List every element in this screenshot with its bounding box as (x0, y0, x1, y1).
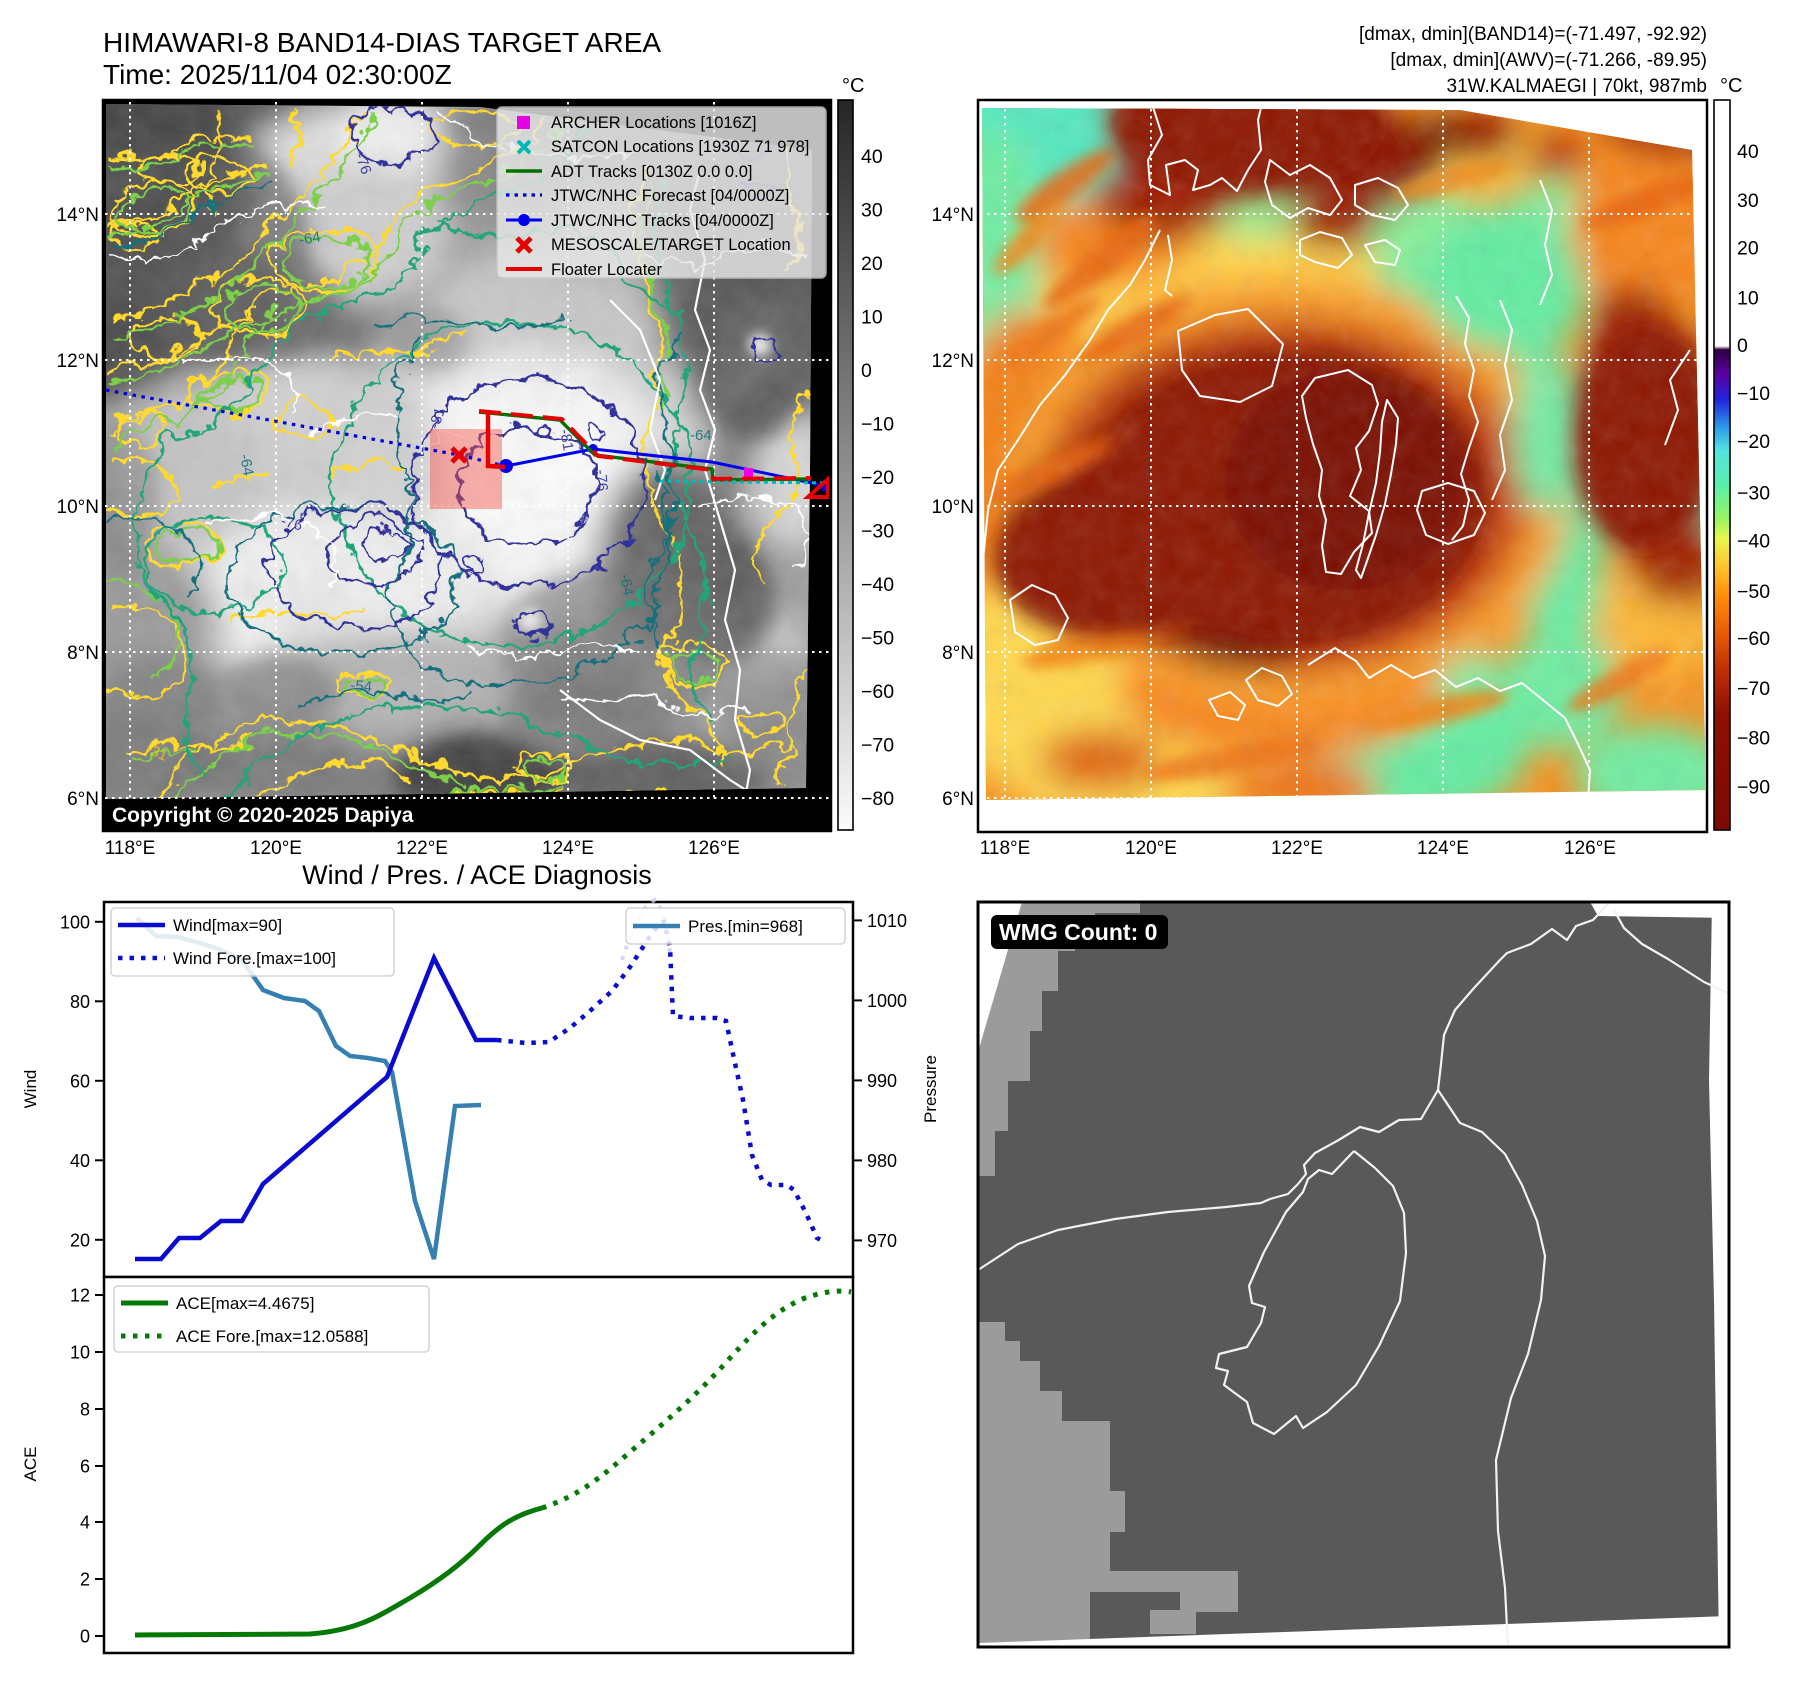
svg-text:JTWC/NHC Tracks [04/0000Z]: JTWC/NHC Tracks [04/0000Z] (551, 212, 774, 230)
svg-text:-64: -64 (616, 573, 637, 597)
svg-text:122°E: 122°E (396, 838, 448, 859)
svg-text:−80: −80 (1737, 727, 1770, 749)
svg-text:ARCHER Locations [1016Z]: ARCHER Locations [1016Z] (551, 114, 756, 132)
svg-text:SATCON Locations [1930Z 71 978: SATCON Locations [1930Z 71 978] (551, 138, 809, 156)
svg-text:−20: −20 (1737, 431, 1770, 453)
svg-text:−50: −50 (1737, 581, 1770, 603)
svg-text:MESOSCALE/TARGET Location: MESOSCALE/TARGET Location (551, 236, 791, 254)
svg-text:[dmax, dmin](AWV)=(-71.266, -8: [dmax, dmin](AWV)=(-71.266, -89.95) (1390, 50, 1707, 71)
svg-text:Floater Locater: Floater Locater (551, 261, 662, 279)
svg-text:10°N: 10°N (932, 497, 974, 518)
svg-text:1010: 1010 (867, 911, 907, 931)
svg-text:−30: −30 (1737, 482, 1770, 504)
svg-text:0: 0 (1737, 335, 1748, 357)
svg-text:12: 12 (70, 1286, 90, 1306)
svg-text:118°E: 118°E (980, 838, 1031, 859)
svg-text:-54: -54 (350, 677, 373, 696)
svg-text:1000: 1000 (867, 991, 907, 1011)
svg-text:−70: −70 (861, 735, 894, 757)
svg-text:−60: −60 (861, 681, 894, 703)
svg-text:−50: −50 (861, 628, 894, 650)
svg-text:4: 4 (80, 1513, 90, 1533)
svg-text:12°N: 12°N (932, 351, 974, 372)
svg-text:14°N: 14°N (57, 205, 99, 226)
svg-text:−70: −70 (1737, 678, 1770, 700)
svg-text:10: 10 (70, 1343, 90, 1363)
svg-text:10°N: 10°N (57, 497, 99, 518)
svg-text:JTWC/NHC Forecast [04/0000Z]: JTWC/NHC Forecast [04/0000Z] (551, 187, 789, 205)
svg-text:10: 10 (1737, 288, 1759, 310)
svg-text:122°E: 122°E (1271, 838, 1323, 859)
svg-text:-81: -81 (556, 428, 577, 452)
svg-text:−90: −90 (1737, 777, 1770, 799)
svg-text:20: 20 (70, 1230, 90, 1250)
svg-text:124°E: 124°E (1417, 838, 1469, 859)
svg-text:970: 970 (867, 1231, 897, 1251)
svg-text:126°E: 126°E (1564, 838, 1616, 859)
svg-text:8°N: 8°N (67, 643, 99, 664)
svg-text:10: 10 (861, 307, 883, 329)
svg-text:126°E: 126°E (688, 838, 740, 859)
svg-text:ACE: ACE (21, 1447, 40, 1482)
svg-text:Copyright © 2020-2025 Dapiya: Copyright © 2020-2025 Dapiya (112, 804, 414, 827)
svg-text:118°E: 118°E (105, 838, 156, 859)
svg-text:40: 40 (861, 146, 883, 168)
svg-text:12°N: 12°N (57, 351, 99, 372)
svg-text:-76: -76 (351, 151, 374, 177)
svg-text:Time: 2025/11/04 02:30:00Z: Time: 2025/11/04 02:30:00Z (103, 59, 452, 90)
svg-text:-81: -81 (426, 405, 449, 431)
svg-text:Wind Fore.[max=100]: Wind Fore.[max=100] (173, 949, 336, 968)
svg-text:°C: °C (842, 75, 864, 97)
svg-text:[dmax, dmin](BAND14)=(-71.497,: [dmax, dmin](BAND14)=(-71.497, -92.92) (1359, 24, 1707, 45)
svg-text:80: 80 (70, 992, 90, 1012)
svg-text:-64: -64 (236, 453, 257, 477)
svg-text:Wind: Wind (21, 1070, 40, 1109)
svg-text:−20: −20 (861, 467, 894, 489)
svg-text:ADT Tracks [0130Z 0.0 0.0]: ADT Tracks [0130Z 0.0 0.0] (551, 163, 752, 181)
svg-text:-76: -76 (279, 512, 304, 534)
svg-text:0: 0 (80, 1627, 90, 1647)
svg-text:Wind / Pres. / ACE Diagnosis: Wind / Pres. / ACE Diagnosis (302, 860, 652, 890)
svg-text:31W.KALMAEGI | 70kt, 987mb: 31W.KALMAEGI | 70kt, 987mb (1447, 76, 1708, 97)
svg-text:6: 6 (80, 1457, 90, 1477)
svg-text:−30: −30 (861, 521, 894, 543)
svg-text:-76: -76 (592, 469, 611, 492)
svg-text:100: 100 (60, 912, 90, 932)
svg-text:0: 0 (861, 360, 872, 382)
svg-text:−40: −40 (1737, 531, 1770, 553)
svg-text:ACE Fore.[max=12.0588]: ACE Fore.[max=12.0588] (176, 1327, 368, 1346)
svg-text:Pressure: Pressure (921, 1055, 940, 1123)
svg-text:−10: −10 (861, 414, 894, 436)
svg-text:8°N: 8°N (942, 643, 974, 664)
svg-text:980: 980 (867, 1151, 897, 1171)
svg-text:30: 30 (861, 200, 883, 222)
svg-text:-64: -64 (690, 427, 712, 444)
svg-text:6°N: 6°N (67, 789, 99, 810)
svg-text:990: 990 (867, 1071, 897, 1091)
svg-text:60: 60 (70, 1071, 90, 1091)
svg-text:−80: −80 (861, 788, 894, 810)
svg-text:40: 40 (70, 1151, 90, 1171)
svg-text:2: 2 (80, 1570, 90, 1590)
svg-text:40: 40 (1737, 141, 1759, 163)
svg-text:20: 20 (1737, 237, 1759, 259)
svg-text:Pres.[min=968]: Pres.[min=968] (688, 917, 803, 936)
svg-text:6°N: 6°N (942, 789, 974, 810)
svg-text:−40: −40 (861, 574, 894, 596)
svg-text:°C: °C (1720, 75, 1742, 97)
svg-text:14°N: 14°N (932, 205, 974, 226)
svg-text:−10: −10 (1737, 383, 1770, 405)
svg-text:124°E: 124°E (542, 838, 594, 859)
svg-text:120°E: 120°E (250, 838, 302, 859)
svg-text:Wind[max=90]: Wind[max=90] (173, 916, 282, 935)
svg-text:120°E: 120°E (1125, 838, 1177, 859)
svg-text:30: 30 (1737, 190, 1759, 212)
svg-text:−60: −60 (1737, 628, 1770, 650)
svg-text:20: 20 (861, 253, 883, 275)
svg-text:WMG Count: 0: WMG Count: 0 (999, 919, 1157, 945)
svg-text:-64: -64 (298, 228, 322, 249)
svg-text:ACE[max=4.4675]: ACE[max=4.4675] (176, 1294, 314, 1313)
svg-text:HIMAWARI-8 BAND14-DIAS TARGET: HIMAWARI-8 BAND14-DIAS TARGET AREA (103, 27, 661, 58)
svg-text:8: 8 (80, 1400, 90, 1420)
